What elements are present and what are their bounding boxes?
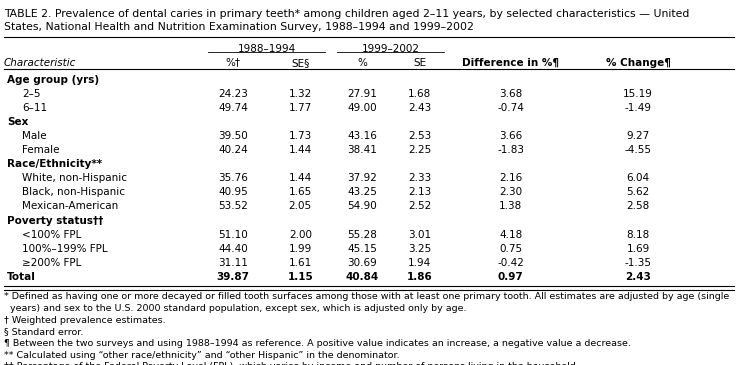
- Text: Female: Female: [22, 145, 60, 155]
- Text: 1.69: 1.69: [626, 244, 650, 254]
- Text: 1.86: 1.86: [407, 272, 432, 282]
- Text: 53.52: 53.52: [219, 201, 248, 211]
- Text: -0.42: -0.42: [498, 258, 524, 268]
- Text: 9.27: 9.27: [626, 131, 650, 141]
- Text: -1.49: -1.49: [625, 103, 651, 113]
- Text: 1.73: 1.73: [289, 131, 312, 141]
- Text: -1.83: -1.83: [498, 145, 524, 155]
- Text: 1.44: 1.44: [289, 145, 312, 155]
- Text: TABLE 2. Prevalence of dental caries in primary teeth* among children aged 2–11 : TABLE 2. Prevalence of dental caries in …: [4, 9, 689, 19]
- Text: 40.95: 40.95: [219, 188, 248, 197]
- Text: 2.13: 2.13: [408, 188, 431, 197]
- Text: 1.94: 1.94: [408, 258, 431, 268]
- Text: 49.00: 49.00: [347, 103, 377, 113]
- Text: 1.44: 1.44: [289, 173, 312, 183]
- Text: 2.53: 2.53: [408, 131, 431, 141]
- Text: 45.15: 45.15: [347, 244, 377, 254]
- Text: -1.35: -1.35: [625, 258, 651, 268]
- Text: Male: Male: [22, 131, 46, 141]
- Text: 3.68: 3.68: [499, 89, 523, 99]
- Text: SE§: SE§: [291, 58, 309, 68]
- Text: 100%–199% FPL: 100%–199% FPL: [22, 244, 107, 254]
- Text: 43.25: 43.25: [347, 188, 377, 197]
- Text: 51.10: 51.10: [219, 230, 248, 239]
- Text: White, non-Hispanic: White, non-Hispanic: [22, 173, 127, 183]
- Text: ≥200% FPL: ≥200% FPL: [22, 258, 82, 268]
- Text: States, National Health and Nutrition Examination Survey, 1988–1994 and 1999–200: States, National Health and Nutrition Ex…: [4, 22, 473, 32]
- Text: Characteristic: Characteristic: [4, 58, 76, 68]
- Text: 1.38: 1.38: [499, 201, 523, 211]
- Text: 1.15: 1.15: [288, 272, 313, 282]
- Text: 35.76: 35.76: [219, 173, 248, 183]
- Text: †† Percentage of the Federal Poverty Level (FPL), which varies by income and num: †† Percentage of the Federal Poverty Lev…: [4, 362, 578, 365]
- Text: 1988–1994: 1988–1994: [238, 44, 296, 54]
- Text: 1.99: 1.99: [289, 244, 312, 254]
- Text: 2.00: 2.00: [289, 230, 312, 239]
- Text: 24.23: 24.23: [219, 89, 248, 99]
- Text: 27.91: 27.91: [347, 89, 377, 99]
- Text: 43.16: 43.16: [347, 131, 377, 141]
- Text: 55.28: 55.28: [347, 230, 377, 239]
- Text: %†: %†: [226, 58, 241, 68]
- Text: 0.75: 0.75: [499, 244, 523, 254]
- Text: 2.25: 2.25: [408, 145, 431, 155]
- Text: -0.74: -0.74: [498, 103, 524, 113]
- Text: Age group (yrs): Age group (yrs): [7, 75, 99, 85]
- Text: 1.65: 1.65: [289, 188, 312, 197]
- Text: 6–11: 6–11: [22, 103, 47, 113]
- Text: 1.61: 1.61: [289, 258, 312, 268]
- Text: 49.74: 49.74: [219, 103, 248, 113]
- Text: † Weighted prevalence estimates.: † Weighted prevalence estimates.: [4, 315, 166, 324]
- Text: 3.01: 3.01: [408, 230, 431, 239]
- Text: 2.43: 2.43: [408, 103, 431, 113]
- Text: 4.18: 4.18: [499, 230, 523, 239]
- Text: Mexican-American: Mexican-American: [22, 201, 118, 211]
- Text: 1999–2002: 1999–2002: [362, 44, 420, 54]
- Text: SE: SE: [413, 58, 426, 68]
- Text: ¶ Between the two surveys and using 1988–1994 as reference. A positive value ind: ¶ Between the two surveys and using 1988…: [4, 339, 631, 348]
- Text: 37.92: 37.92: [347, 173, 377, 183]
- Text: § Standard error.: § Standard error.: [4, 327, 83, 336]
- Text: 2.05: 2.05: [289, 201, 312, 211]
- Text: 44.40: 44.40: [219, 244, 248, 254]
- Text: Black, non-Hispanic: Black, non-Hispanic: [22, 188, 125, 197]
- Text: 3.66: 3.66: [499, 131, 523, 141]
- Text: ** Calculated using “other race/ethnicity” and “other Hispanic” in the denominat: ** Calculated using “other race/ethnicit…: [4, 350, 400, 360]
- Text: 1.68: 1.68: [408, 89, 431, 99]
- Text: 31.11: 31.11: [219, 258, 248, 268]
- Text: 2.33: 2.33: [408, 173, 431, 183]
- Text: %: %: [357, 58, 367, 68]
- Text: Difference in %¶: Difference in %¶: [462, 58, 559, 68]
- Text: Poverty status††: Poverty status††: [7, 216, 104, 226]
- Text: 15.19: 15.19: [623, 89, 653, 99]
- Text: years) and sex to the U.S. 2000 standard population, except sex, which is adjust: years) and sex to the U.S. 2000 standard…: [4, 304, 466, 313]
- Text: -4.55: -4.55: [625, 145, 651, 155]
- Text: 54.90: 54.90: [347, 201, 377, 211]
- Text: 39.50: 39.50: [219, 131, 248, 141]
- Text: 30.69: 30.69: [347, 258, 377, 268]
- Text: 6.04: 6.04: [626, 173, 650, 183]
- Text: Sex: Sex: [7, 117, 29, 127]
- Text: 8.18: 8.18: [626, 230, 650, 239]
- Text: <100% FPL: <100% FPL: [22, 230, 82, 239]
- Text: % Change¶: % Change¶: [606, 58, 670, 68]
- Text: 38.41: 38.41: [347, 145, 377, 155]
- Text: 5.62: 5.62: [626, 188, 650, 197]
- Text: 39.87: 39.87: [217, 272, 250, 282]
- Text: 2.30: 2.30: [499, 188, 523, 197]
- Text: 40.84: 40.84: [345, 272, 379, 282]
- Text: 2.16: 2.16: [499, 173, 523, 183]
- Text: 3.25: 3.25: [408, 244, 431, 254]
- Text: 1.77: 1.77: [289, 103, 312, 113]
- Text: 1.32: 1.32: [289, 89, 312, 99]
- Text: 2.52: 2.52: [408, 201, 431, 211]
- Text: Race/Ethnicity**: Race/Ethnicity**: [7, 160, 102, 169]
- Text: 2–5: 2–5: [22, 89, 40, 99]
- Text: 2.58: 2.58: [626, 201, 650, 211]
- Text: 2.43: 2.43: [625, 272, 651, 282]
- Text: 40.24: 40.24: [219, 145, 248, 155]
- Text: 0.97: 0.97: [498, 272, 523, 282]
- Text: Total: Total: [7, 272, 36, 282]
- Text: * Defined as having one or more decayed or filled tooth surfaces among those wit: * Defined as having one or more decayed …: [4, 292, 729, 301]
